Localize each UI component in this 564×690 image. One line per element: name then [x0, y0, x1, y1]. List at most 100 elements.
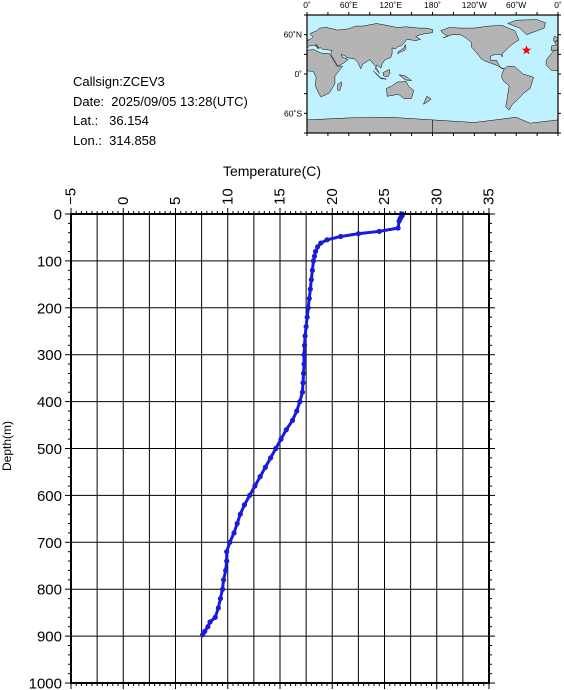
x-tick-label: 10: [219, 188, 236, 205]
data-point: [247, 492, 253, 498]
landmass: [422, 95, 432, 105]
y-tick-label: 800: [37, 582, 62, 599]
y-tick-label: 1000: [29, 676, 62, 690]
station-info: Callsign:ZCEV3 Date: 2025/09/05 13:28(UT…: [73, 72, 248, 150]
x-axis-label: Temperature(C): [223, 163, 321, 179]
longitude-text: Lon.: 314.858: [73, 132, 157, 148]
data-point: [307, 286, 313, 292]
map-longitude-label: 60˚E: [340, 0, 358, 10]
data-point: [318, 240, 324, 246]
map-longitude-label: 0˚: [303, 0, 311, 10]
y-tick-label: 200: [37, 300, 62, 317]
map-longitude-label: 60˚W: [506, 0, 526, 10]
landmass: [398, 74, 413, 81]
data-point: [205, 624, 211, 630]
temperature-profile: [200, 211, 405, 638]
data-point: [241, 502, 248, 508]
map-landmasses: [147, 19, 558, 133]
data-point: [315, 244, 321, 250]
y-tick-label: 900: [37, 629, 62, 646]
data-point: [257, 474, 263, 480]
data-point: [301, 361, 307, 367]
map-ticks: [304, 12, 561, 136]
data-point: [395, 225, 401, 231]
data-point: [338, 233, 344, 240]
landmass: [382, 69, 391, 77]
data-point: [294, 408, 300, 414]
map-longitude-label: 0˚: [554, 0, 562, 10]
data-point: [306, 295, 312, 302]
map-latitude-label: 0˚: [294, 69, 302, 79]
data-point: [309, 267, 315, 273]
data-point: [262, 464, 268, 470]
data-point: [312, 248, 319, 255]
data-point: [212, 614, 218, 620]
data-point: [237, 511, 243, 517]
data-point: [300, 370, 307, 377]
landmass: [147, 45, 155, 54]
y-axis-label: Depth(m): [0, 421, 14, 471]
data-point: [219, 586, 226, 592]
landmass: [307, 117, 433, 133]
data-point: [289, 417, 296, 423]
landmass: [432, 117, 558, 133]
data-point: [234, 520, 240, 527]
map-longitude-label: 180˚: [424, 0, 441, 10]
data-point: [300, 380, 306, 386]
world-map: 0˚ 60˚E 120˚E 180˚ 120˚W 60˚W 0˚ 60˚N 0˚ 60˚S: [147, 0, 562, 136]
map-latitude-label: 60˚S: [284, 108, 302, 118]
data-point: [355, 231, 361, 237]
landmass: [190, 26, 268, 69]
map-longitude-label: 120˚W: [462, 0, 487, 10]
data-point: [376, 228, 382, 234]
data-point: [396, 218, 402, 224]
map-longitude-label: 120˚E: [379, 0, 402, 10]
y-tick-label: 700: [37, 535, 62, 552]
data-point: [299, 389, 306, 395]
data-point: [308, 277, 314, 283]
landmass: [440, 25, 520, 70]
landmass: [373, 70, 387, 80]
map-latitude-labels: 60˚N 0˚ 60˚S: [284, 30, 303, 119]
y-tick-label: 500: [37, 441, 62, 458]
data-point: [304, 314, 310, 320]
data-point: [273, 445, 279, 452]
latitude-text: Lat.: 36.154: [73, 113, 149, 128]
map-latitude-label: 60˚N: [284, 30, 302, 40]
y-tick-label: 300: [37, 347, 62, 364]
data-point: [303, 323, 309, 330]
data-point: [305, 305, 311, 311]
data-point: [297, 399, 303, 405]
landmass: [507, 19, 546, 35]
landmass: [386, 80, 414, 100]
data-point: [283, 427, 289, 433]
landmass: [337, 81, 343, 91]
data-point: [217, 595, 224, 602]
plot-frame: [70, 213, 490, 684]
y-tick-label: 100: [37, 253, 62, 270]
x-tick-label: −5: [63, 188, 80, 205]
y-tick-labels: 0 100 200 300 400 500 600 700 800 900 1000: [29, 207, 62, 690]
landmass: [397, 43, 407, 55]
data-point: [224, 549, 230, 555]
x-tick-label: 5: [167, 197, 184, 205]
landmass: [557, 119, 558, 133]
data-point: [301, 352, 307, 358]
data-point: [231, 530, 237, 536]
date-text: Date: 2025/09/05 13:28(UTC): [73, 93, 248, 109]
landmass: [550, 40, 558, 51]
data-point: [223, 567, 229, 574]
x-tick-label: 20: [324, 188, 341, 205]
landmass: [307, 23, 433, 74]
data-point: [224, 558, 230, 564]
x-tick-label: 35: [481, 188, 498, 205]
x-tick-labels: −5 0 5 10 15 20 25 30 35: [63, 188, 498, 205]
data-point: [267, 455, 274, 461]
callsign-text: Callsign:ZCEV3: [73, 74, 165, 89]
y-tick-label: 400: [37, 394, 62, 411]
data-point: [200, 632, 206, 638]
x-tick-label: 30: [428, 188, 445, 205]
y-tick-label: 0: [54, 207, 62, 224]
data-point: [278, 436, 284, 442]
map-longitude-labels: 0˚ 60˚E 120˚E 180˚ 120˚W 60˚W 0˚: [303, 0, 562, 10]
